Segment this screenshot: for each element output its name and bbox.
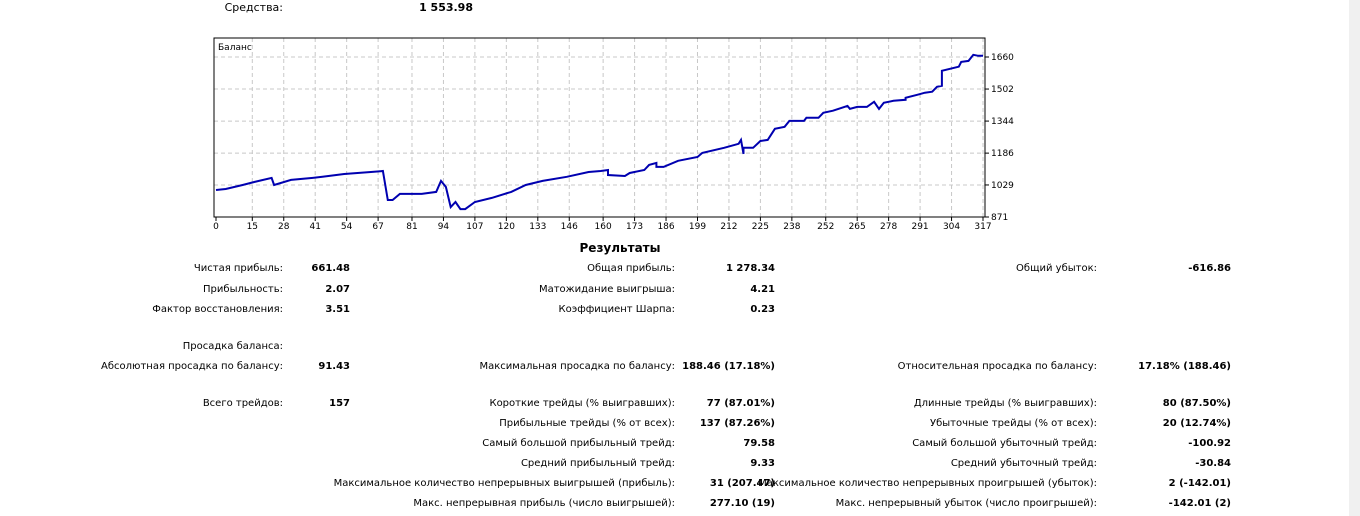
- x-tick-label: 146: [561, 222, 578, 232]
- x-tick-label: 81: [406, 222, 417, 232]
- stat-label: Макс. непрерывный убыток (число проигрыш…: [835, 498, 1097, 509]
- stat-value: 137 (87.26%): [699, 418, 775, 429]
- stat-label: Общая прибыль:: [587, 263, 675, 274]
- stat-value: 17.18% (188.46): [1138, 361, 1231, 372]
- stat-value: 2 (-142.01): [1168, 478, 1231, 489]
- x-tick-label: 317: [974, 222, 991, 232]
- y-tick-label: 871: [991, 213, 1008, 223]
- stat-value: 3.51: [325, 304, 350, 315]
- x-tick-label: 291: [911, 222, 928, 232]
- stat-label: Максимальное количество непрерывных выиг…: [333, 478, 675, 489]
- stat-value: 31 (207.47): [709, 478, 775, 489]
- stat-label: Средний убыточный трейд:: [950, 458, 1097, 469]
- stat-value: 188.46 (17.18%): [682, 361, 775, 372]
- stat-label: Макс. непрерывная прибыль (число выигрыш…: [413, 498, 675, 509]
- stat-label: Самый большой убыточный трейд:: [912, 438, 1097, 449]
- stat-label: Общий убыток:: [1016, 263, 1097, 274]
- x-tick-label: 133: [529, 222, 546, 232]
- stat-value: 157: [329, 398, 350, 409]
- stat-label: Прибыльные трейды (% от всех):: [499, 418, 675, 429]
- x-tick-label: 28: [278, 222, 290, 232]
- x-tick-label: 278: [880, 222, 897, 232]
- balance-line: [215, 53, 983, 211]
- x-tick-label: 107: [466, 222, 483, 232]
- stat-value: 4.21: [750, 284, 775, 295]
- stat-value: 277.10 (19): [709, 498, 775, 509]
- x-tick-label: 304: [943, 222, 960, 232]
- y-tick-label: 1660: [991, 53, 1014, 63]
- stat-value: 79.58: [743, 438, 775, 449]
- stat-value: 9.33: [750, 458, 775, 469]
- y-tick-label: 1029: [991, 181, 1014, 191]
- x-tick-label: 225: [752, 222, 769, 232]
- x-tick-label: 212: [720, 222, 737, 232]
- equity-label: Средства:: [224, 1, 283, 14]
- stat-label: Коэффициент Шарпа:: [558, 304, 675, 315]
- stat-value: 77 (87.01%): [706, 398, 775, 409]
- stat-label: Короткие трейды (% выигравших):: [489, 398, 675, 409]
- x-tick-label: 238: [783, 222, 800, 232]
- stat-value: 91.43: [318, 361, 350, 372]
- chart-grid: [214, 38, 985, 218]
- stat-label: Самый большой прибыльный трейд:: [482, 438, 675, 449]
- vertical-scrollbar[interactable]: [1349, 0, 1360, 516]
- x-tick-label: 94: [438, 222, 450, 232]
- stat-label: Убыточные трейды (% от всех):: [929, 418, 1097, 429]
- stat-label: Максимальная просадка по балансу:: [479, 361, 675, 372]
- x-tick-label: 199: [689, 222, 706, 232]
- stat-label: Чистая прибыль:: [193, 263, 283, 274]
- x-tick-label: 67: [372, 222, 383, 232]
- x-tick-label: 186: [657, 222, 674, 232]
- stat-value: 661.48: [311, 263, 350, 274]
- x-tick-label: 0: [213, 222, 219, 232]
- chart-frame: [213, 37, 986, 218]
- stat-label: Просадка баланса:: [182, 341, 283, 352]
- stat-value: -616.86: [1188, 263, 1231, 274]
- stat-value: 0.23: [750, 304, 775, 315]
- stat-label: Длинные трейды (% выигравших):: [913, 398, 1097, 409]
- x-tick-label: 173: [626, 222, 643, 232]
- y-tick-label: 1186: [991, 149, 1014, 159]
- x-tick-label: 120: [498, 222, 515, 232]
- stat-value: 1 278.34: [725, 263, 775, 274]
- stat-value: -100.92: [1188, 438, 1231, 449]
- x-tick-label: 252: [817, 222, 834, 232]
- x-tick-label: 160: [595, 222, 612, 232]
- equity-value: 1 553.98: [419, 1, 473, 14]
- stat-label: Средний прибыльный трейд:: [520, 458, 675, 469]
- stat-label: Прибыльность:: [203, 284, 283, 295]
- stat-label: Фактор восстановления:: [152, 304, 283, 315]
- results-title: Результаты: [579, 241, 661, 255]
- stat-label: Всего трейдов:: [202, 398, 283, 409]
- stat-value: 2.07: [325, 284, 350, 295]
- chart-title: Баланс: [218, 43, 252, 53]
- y-tick-label: 1502: [991, 85, 1014, 95]
- x-tick-label: 15: [247, 222, 258, 232]
- x-tick-label: 265: [849, 222, 866, 232]
- stat-label: Матожидание выигрыша:: [538, 284, 675, 295]
- stat-label: Относительная просадка по балансу:: [897, 361, 1097, 372]
- stat-value: 80 (87.50%): [1162, 398, 1231, 409]
- y-tick-label: 1344: [991, 117, 1014, 127]
- x-tick-label: 41: [309, 222, 320, 232]
- balance-chart: Баланс 0 15 28 41 54 67 81 94 107 120 133 146 160 173…: [213, 37, 1014, 232]
- stat-value: -30.84: [1195, 458, 1231, 469]
- stat-label: Максимальное количество непрерывных прои…: [758, 478, 1097, 489]
- stat-value: 20 (12.74%): [1162, 418, 1231, 429]
- x-tick-label: 54: [341, 222, 353, 232]
- stat-label: Абсолютная просадка по балансу:: [101, 361, 283, 372]
- stat-value: -142.01 (2): [1168, 498, 1231, 509]
